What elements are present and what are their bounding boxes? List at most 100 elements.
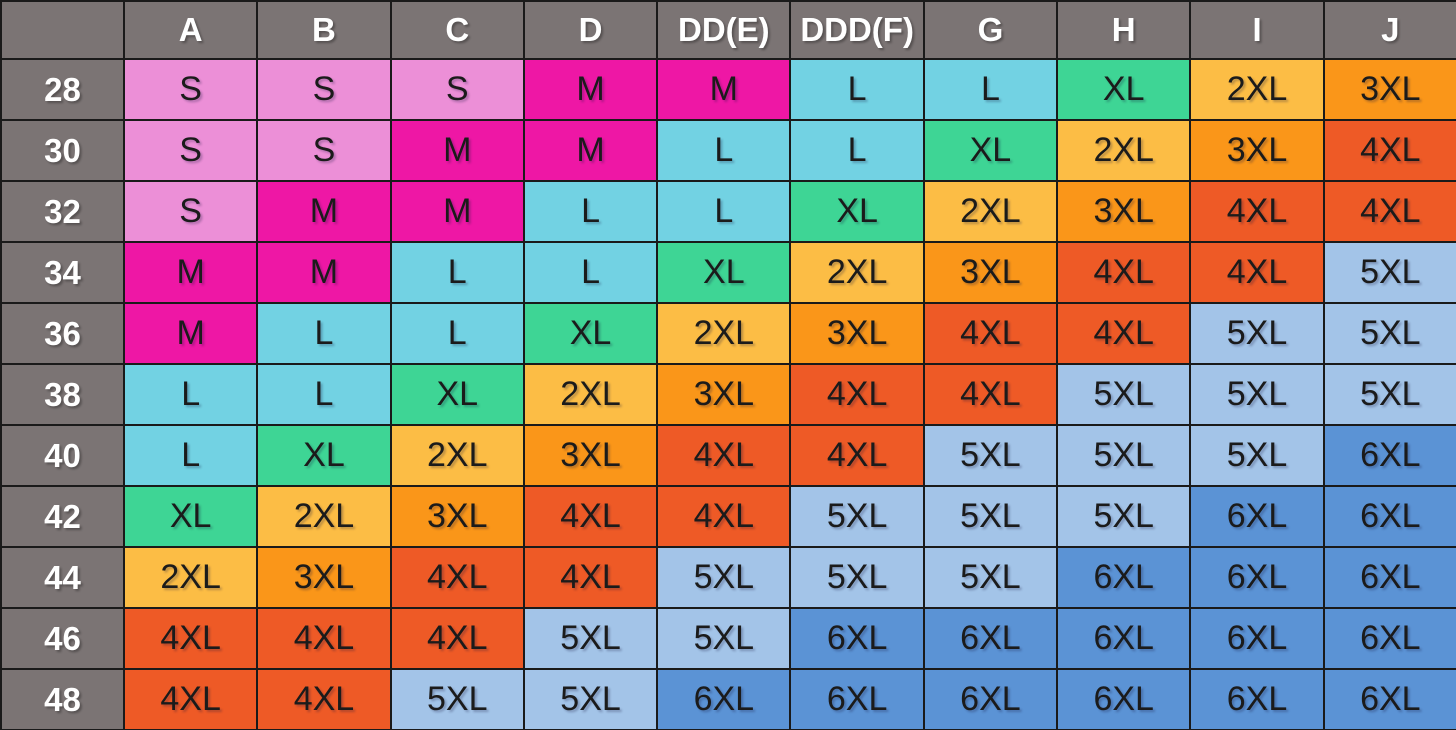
size-cell: 4XL <box>789 363 925 426</box>
size-cell: 4XL <box>122 668 259 730</box>
size-cell: 2XL <box>922 180 1059 243</box>
size-cell: 4XL <box>1322 119 1456 182</box>
size-cell: XL <box>789 180 925 243</box>
size-cell: XL <box>922 119 1059 182</box>
column-header-i: I <box>1189 0 1325 60</box>
table-row: 42 XL 2XL 3XL 4XL 4XL 5XL 5XL 5XL 6XL 6XL <box>0 485 1456 548</box>
size-cell: 2XL <box>256 485 392 548</box>
size-cell: 5XL <box>1189 302 1325 365</box>
corner-cell <box>0 0 125 60</box>
size-cell: 6XL <box>1189 607 1325 670</box>
size-cell: XL <box>256 424 392 487</box>
size-cell: 4XL <box>256 668 392 730</box>
size-cell: L <box>656 119 792 182</box>
size-cell: S <box>256 119 392 182</box>
size-cell: 6XL <box>922 668 1059 730</box>
size-cell: 4XL <box>122 607 259 670</box>
table-row: 44 2XL 3XL 4XL 4XL 5XL 5XL 5XL 6XL 6XL 6XL <box>0 546 1456 609</box>
size-cell: 6XL <box>1056 546 1192 609</box>
size-cell: XL <box>122 485 259 548</box>
size-cell: L <box>256 302 392 365</box>
size-cell: L <box>789 119 925 182</box>
row-header-38: 38 <box>0 363 125 426</box>
header-row: A B C D DD(E) DDD(F) G H I J <box>0 0 1456 60</box>
size-cell: 5XL <box>1056 424 1192 487</box>
size-cell: 3XL <box>389 485 525 548</box>
table-row: 34 M M L L XL 2XL 3XL 4XL 4XL 5XL <box>0 241 1456 304</box>
size-cell: 5XL <box>1322 363 1456 426</box>
size-cell: 5XL <box>922 424 1059 487</box>
size-cell: 3XL <box>1322 58 1456 121</box>
size-cell: 6XL <box>1322 424 1456 487</box>
column-header-h: H <box>1056 0 1192 60</box>
size-cell: 6XL <box>1056 607 1192 670</box>
size-cell: 4XL <box>656 424 792 487</box>
size-cell: L <box>389 241 525 304</box>
size-chart-body: 28 S S S M M L L XL 2XL 3XL 30 S S M M L L XL 2XL 3XL 4XL 32 S M… <box>0 58 1456 730</box>
size-cell: L <box>256 363 392 426</box>
column-header-dddf: DDD(F) <box>789 0 925 60</box>
size-cell: M <box>256 241 392 304</box>
size-cell: S <box>122 58 259 121</box>
size-cell: L <box>922 58 1059 121</box>
size-cell: 5XL <box>656 607 792 670</box>
size-cell: S <box>389 58 525 121</box>
size-cell: 4XL <box>656 485 792 548</box>
size-cell: 6XL <box>1189 668 1325 730</box>
size-cell: 6XL <box>1189 546 1325 609</box>
size-cell: 3XL <box>656 363 792 426</box>
size-cell: 5XL <box>522 668 659 730</box>
size-cell: 6XL <box>656 668 792 730</box>
table-row: 28 S S S M M L L XL 2XL 3XL <box>0 58 1456 121</box>
size-cell: L <box>522 241 659 304</box>
size-cell: 5XL <box>789 546 925 609</box>
size-cell: 4XL <box>389 546 525 609</box>
size-cell: M <box>656 58 792 121</box>
size-cell: 5XL <box>1056 363 1192 426</box>
size-cell: 5XL <box>789 485 925 548</box>
size-cell: 5XL <box>1322 241 1456 304</box>
size-cell: 5XL <box>1189 424 1325 487</box>
size-cell: M <box>122 302 259 365</box>
row-header-48: 48 <box>0 668 125 730</box>
size-cell: M <box>389 119 525 182</box>
size-cell: L <box>389 302 525 365</box>
size-cell: 6XL <box>1322 607 1456 670</box>
column-header-j: J <box>1322 0 1456 60</box>
table-row: 40 L XL 2XL 3XL 4XL 4XL 5XL 5XL 5XL 6XL <box>0 424 1456 487</box>
size-cell: S <box>256 58 392 121</box>
size-cell: 4XL <box>1189 180 1325 243</box>
size-cell: 6XL <box>922 607 1059 670</box>
size-cell: 5XL <box>922 546 1059 609</box>
column-header-a: A <box>122 0 259 60</box>
table-row: 46 4XL 4XL 4XL 5XL 5XL 6XL 6XL 6XL 6XL 6XL <box>0 607 1456 670</box>
size-cell: 2XL <box>1056 119 1192 182</box>
table-row: 36 M L L XL 2XL 3XL 4XL 4XL 5XL 5XL <box>0 302 1456 365</box>
table-row: 48 4XL 4XL 5XL 5XL 6XL 6XL 6XL 6XL 6XL 6XL <box>0 668 1456 730</box>
size-cell: 3XL <box>256 546 392 609</box>
size-cell: 4XL <box>1189 241 1325 304</box>
size-cell: 3XL <box>1189 119 1325 182</box>
size-chart-header: A B C D DD(E) DDD(F) G H I J <box>0 0 1456 60</box>
row-header-42: 42 <box>0 485 125 548</box>
size-cell: 2XL <box>789 241 925 304</box>
size-cell: 3XL <box>922 241 1059 304</box>
size-cell: XL <box>1056 58 1192 121</box>
size-cell: 4XL <box>922 363 1059 426</box>
size-cell: L <box>656 180 792 243</box>
row-header-46: 46 <box>0 607 125 670</box>
size-cell: 6XL <box>789 668 925 730</box>
size-cell: 5XL <box>1322 302 1456 365</box>
size-cell: 6XL <box>789 607 925 670</box>
size-cell: M <box>122 241 259 304</box>
size-cell: 4XL <box>922 302 1059 365</box>
size-cell: 4XL <box>389 607 525 670</box>
size-cell: 6XL <box>1322 546 1456 609</box>
size-cell: S <box>122 119 259 182</box>
column-header-b: B <box>256 0 392 60</box>
size-cell: L <box>122 363 259 426</box>
row-header-32: 32 <box>0 180 125 243</box>
row-header-30: 30 <box>0 119 125 182</box>
